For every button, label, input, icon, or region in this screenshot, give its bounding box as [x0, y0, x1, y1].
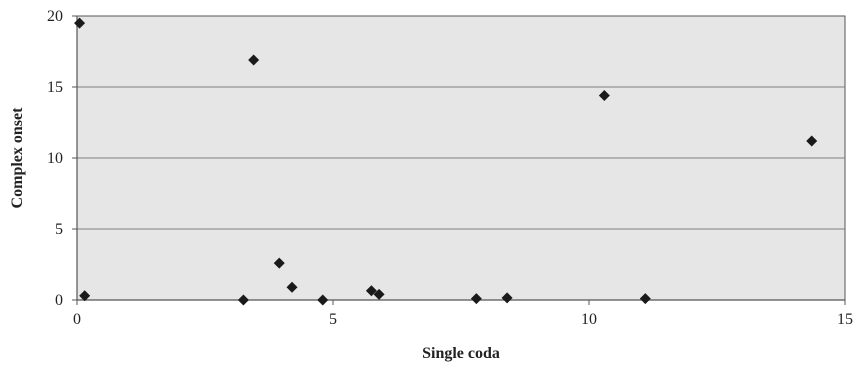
y-tick-label: 15: [47, 79, 63, 96]
data-point: [470, 293, 482, 305]
y-axis-title: Complex onset: [9, 107, 26, 209]
data-point: [806, 135, 818, 147]
data-point: [501, 292, 513, 304]
x-axis-title: Single coda: [422, 345, 500, 362]
data-point: [317, 294, 329, 306]
gridlines: [77, 86, 845, 230]
data-point: [373, 288, 385, 300]
data-point: [248, 54, 260, 66]
y-tick-label: 5: [55, 221, 63, 238]
y-tick-label: 0: [55, 292, 63, 309]
x-tick-labels: 0 5 10 15: [73, 300, 853, 328]
data-point: [237, 294, 249, 306]
x-tick-label: 0: [73, 311, 81, 328]
data-point: [273, 257, 285, 269]
data-point: [598, 90, 610, 102]
data-points: [74, 17, 818, 306]
data-point: [365, 285, 377, 297]
data-point: [74, 17, 86, 29]
y-tick-label: 20: [47, 8, 63, 25]
y-tick-label: 10: [47, 150, 63, 167]
x-tick-label: 5: [329, 311, 337, 328]
y-tick-labels: 0 5 10 15 20: [47, 8, 77, 309]
data-point: [79, 290, 91, 302]
data-point: [286, 281, 298, 293]
x-tick-label: 10: [581, 311, 597, 328]
data-point: [639, 293, 651, 305]
x-tick-label: 15: [837, 311, 853, 328]
